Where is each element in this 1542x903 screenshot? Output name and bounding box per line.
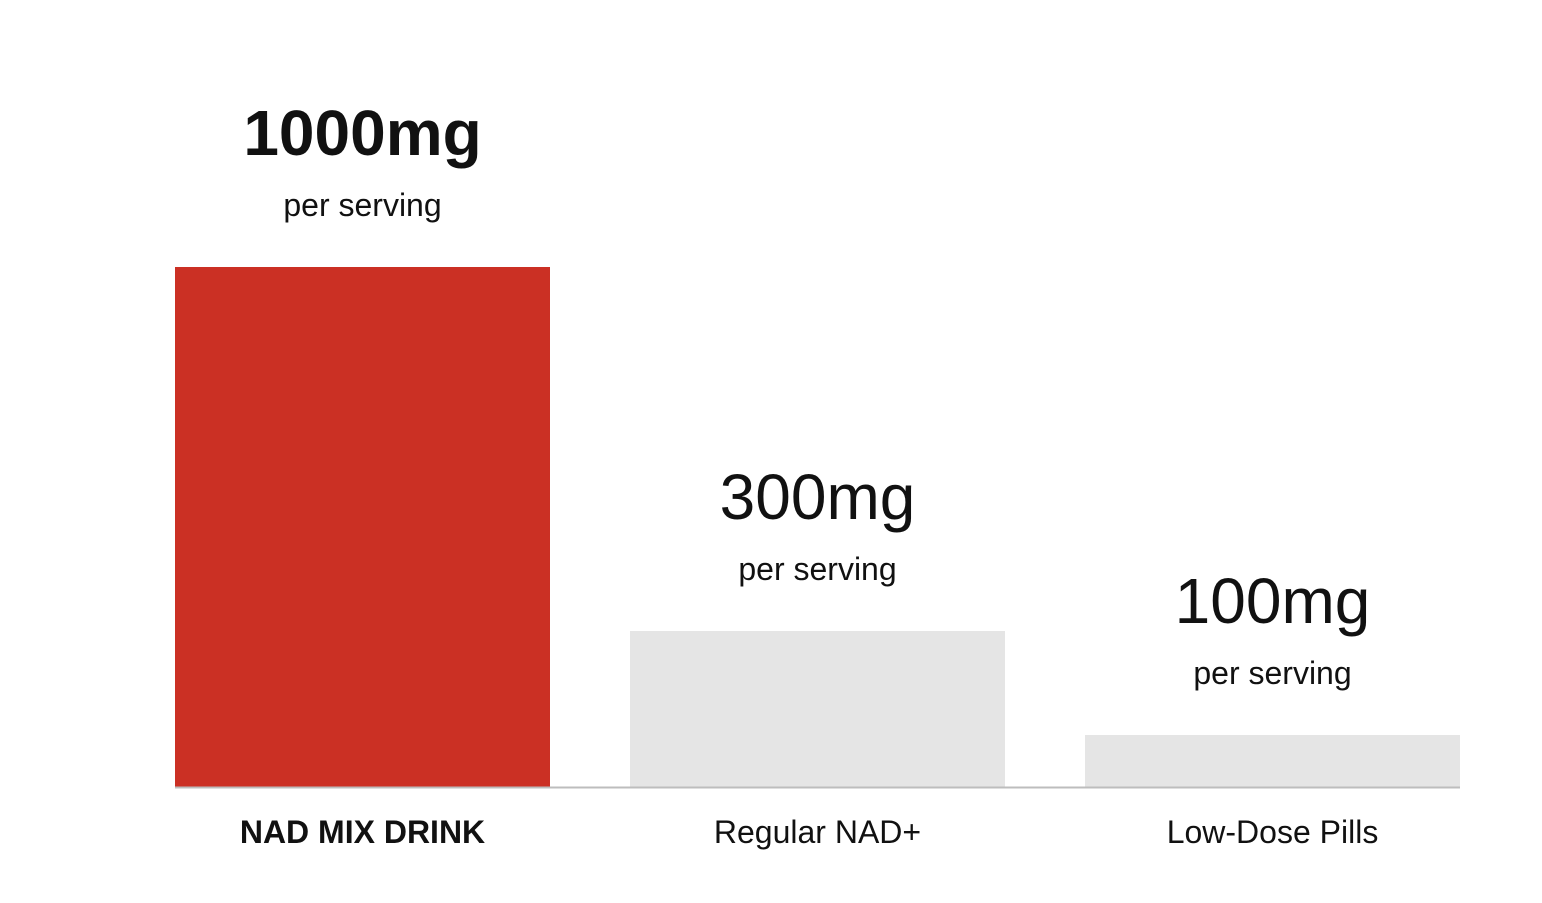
bar-value-label-0: 1000mg (243, 97, 481, 169)
bar-sublabel-0: per serving (283, 187, 441, 223)
category-label-1: Regular NAD+ (714, 814, 921, 850)
labels-layer: 1000mg per serving NAD MIX DRINK 300mg per s… (240, 97, 1378, 850)
bar-value-label-2: 100mg (1175, 565, 1371, 637)
bar-sublabel-2: per serving (1193, 655, 1351, 691)
category-label-2: Low-Dose Pills (1167, 814, 1379, 850)
bar-sublabel-1: per serving (738, 551, 896, 587)
category-label-0: NAD MIX DRINK (240, 814, 485, 850)
bar-0 (175, 267, 550, 787)
bars-layer (175, 267, 1460, 787)
bar-2 (1085, 735, 1460, 787)
bar-1 (630, 631, 1005, 787)
bar-value-label-1: 300mg (720, 461, 916, 533)
